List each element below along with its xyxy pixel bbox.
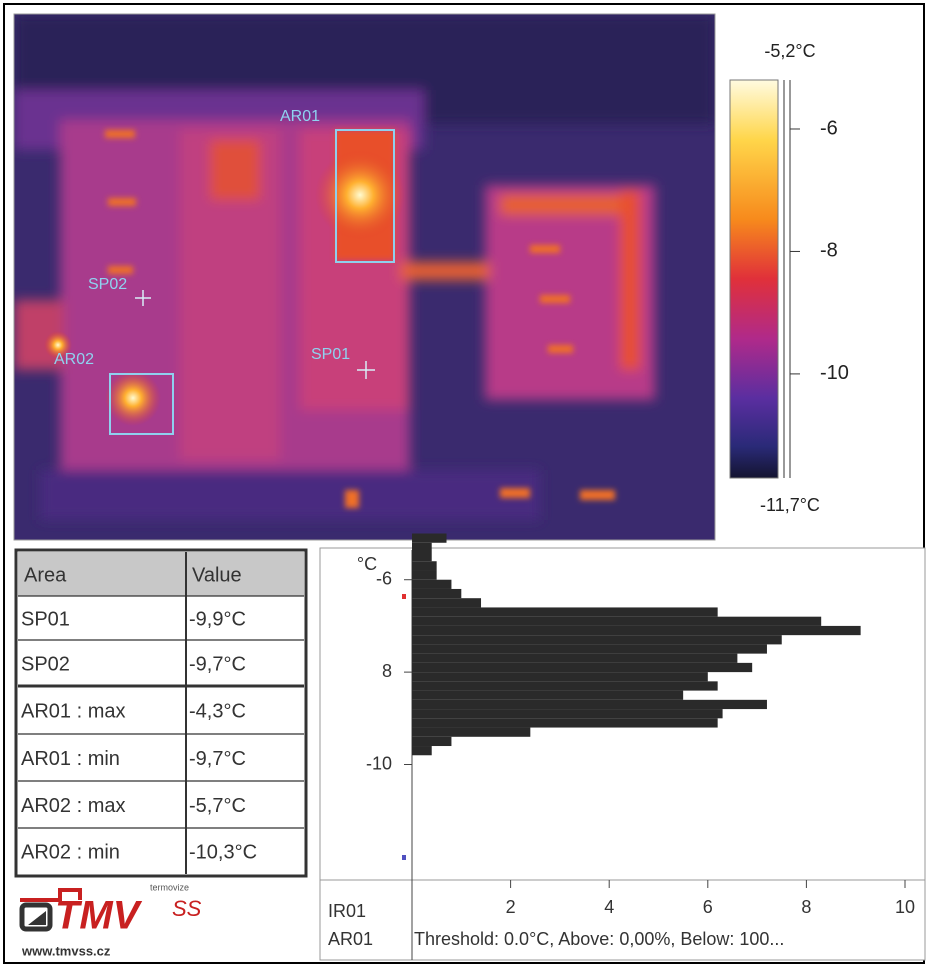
histogram-bar	[412, 736, 452, 747]
cell: AR01 : max	[21, 700, 125, 722]
x-tick-label: 8	[801, 897, 811, 917]
histogram-bar	[412, 533, 447, 543]
legend-item: IR01	[328, 901, 366, 921]
header-cell: Value	[192, 564, 242, 586]
cell: SP02	[21, 653, 70, 675]
cell: -9,7°C	[189, 653, 246, 675]
histogram-bar	[412, 653, 738, 663]
histogram-bar	[412, 588, 462, 599]
header-cell: Area	[24, 564, 67, 586]
histogram-bar	[412, 690, 684, 700]
frame	[3, 3, 925, 964]
x-tick-label: 4	[604, 897, 614, 917]
x-tick-label: 2	[506, 897, 516, 917]
x-tick-label: 6	[703, 897, 713, 917]
histogram-bar	[412, 672, 708, 682]
histogram-bar	[412, 709, 723, 719]
colorbar-tick-label: -6	[820, 117, 838, 139]
cell: -5,7°C	[189, 795, 246, 817]
histogram-bar	[412, 598, 482, 608]
histogram-bar	[412, 542, 432, 552]
cell: AR02 : min	[21, 841, 120, 863]
logo-tagline: termovize	[150, 882, 189, 892]
y-tick-label: -6	[376, 568, 392, 588]
histogram-bar	[412, 681, 718, 691]
threshold-text: Threshold: 0.0°C, Above: 0,00%, Below: 1…	[414, 929, 784, 949]
logo-url: www.tmvss.cz	[21, 943, 111, 958]
y-axis-label: °C	[357, 554, 377, 574]
cell: -4,3°C	[189, 700, 246, 722]
cell: SP01	[21, 608, 70, 630]
min-marker	[402, 855, 406, 860]
histogram-bar	[412, 579, 452, 589]
y-tick-label: 8	[382, 661, 392, 681]
histogram-bar	[412, 616, 822, 626]
histogram-bar	[412, 746, 432, 756]
colorbar-gradient	[729, 79, 779, 479]
colorbar: -5,2°C -11,7°C -6 -8 -10	[729, 41, 849, 515]
histogram-bar	[412, 635, 782, 645]
histogram: °C IR01 AR01 Threshold: 0.0°C, Above: 0,…	[328, 533, 915, 949]
colorbar-max: -5,2°C	[764, 41, 815, 61]
max-marker	[402, 594, 406, 599]
histogram-bar	[412, 552, 432, 562]
logo-brand: TMV	[55, 894, 143, 938]
cell: AR02 : max	[21, 795, 125, 817]
legend-item: AR01	[328, 929, 373, 949]
marker-label: AR02	[54, 351, 94, 368]
colorbar-tick-label: -8	[820, 240, 838, 262]
histogram-bar	[412, 662, 753, 673]
cell: -10,3°C	[189, 841, 257, 863]
colorbar-tick-label: -10	[820, 362, 849, 384]
colorbar-min: -11,7°C	[760, 495, 820, 515]
marker-label: AR01	[280, 108, 320, 125]
cell: -9,9°C	[189, 608, 246, 630]
histogram-bar	[412, 718, 718, 728]
histogram-bar	[412, 699, 767, 710]
histogram-bar	[412, 561, 437, 571]
image-border	[13, 13, 716, 541]
histogram-bar	[412, 727, 531, 737]
histogram-bar	[412, 570, 437, 580]
cell: -9,7°C	[189, 748, 246, 770]
x-tick-label: 10	[895, 897, 915, 917]
thermal-image: AR01 SP02 AR02 SP01	[14, 14, 715, 540]
logo: TMV SS termovize www.tmvss.cz	[19, 882, 202, 958]
logo-suffix: SS	[172, 896, 202, 921]
histogram-bar	[412, 607, 718, 617]
marker-label: SP01	[311, 346, 350, 363]
y-tick-label: -10	[366, 753, 392, 773]
marker-label: SP02	[88, 276, 127, 293]
histogram-bar	[412, 625, 861, 636]
cell: AR01 : min	[21, 748, 120, 770]
values-table: Area Value SP01 -9,9°C SP02 -9,7°C AR01 : max -…	[14, 548, 308, 878]
histogram-bar	[412, 644, 767, 654]
